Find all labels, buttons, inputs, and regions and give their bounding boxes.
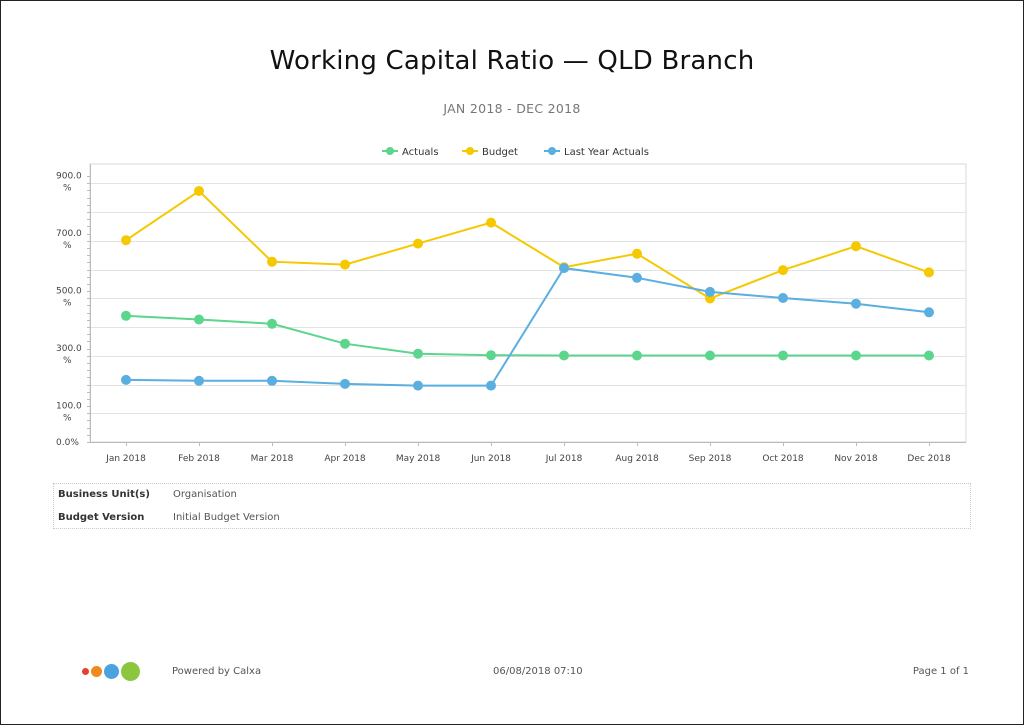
y-tick-label-unit: % xyxy=(63,241,72,251)
y-tick-label: 500.0% xyxy=(56,286,82,308)
legend-label: Last Year Actuals xyxy=(564,147,649,158)
series-point xyxy=(267,375,277,386)
legend-swatch-marker xyxy=(386,147,394,155)
series-point xyxy=(486,350,496,361)
series-point xyxy=(121,235,131,246)
info-value: Initial Budget Version xyxy=(173,512,280,523)
series-point xyxy=(778,350,788,361)
series-point xyxy=(924,307,934,318)
y-tick-label: 100.0% xyxy=(56,401,82,423)
series-point xyxy=(632,272,642,283)
series-point xyxy=(705,286,715,297)
powered-by: Powered by Calxa xyxy=(172,666,262,677)
series-line xyxy=(125,189,930,300)
y-tick-label: 0.0% xyxy=(56,438,79,448)
logo-dot-green xyxy=(121,662,140,681)
info-key: Budget Version xyxy=(58,512,145,523)
y-tick-label-value: 100.0 xyxy=(56,401,82,411)
page-number: Page 1 of 1 xyxy=(912,666,969,677)
series-point xyxy=(924,267,934,278)
x-tick-label: Feb 2018 xyxy=(178,454,220,464)
y-tick-label: 900.0% xyxy=(56,171,82,193)
series-point xyxy=(340,378,350,389)
legend-swatch-marker xyxy=(548,147,556,155)
print-timestamp: 06/08/2018 07:10 xyxy=(493,666,583,677)
x-tick-label: May 2018 xyxy=(396,454,441,464)
y-tick-label: 300.0% xyxy=(56,344,82,366)
info-key: Business Unit(s) xyxy=(58,489,150,500)
x-tick-label: Nov 2018 xyxy=(834,454,878,464)
series-point xyxy=(851,298,861,309)
series-point xyxy=(267,318,277,329)
logo-dot-blue xyxy=(104,664,119,679)
series-point xyxy=(705,350,715,361)
series-point xyxy=(340,259,350,270)
x-tick-label: Apr 2018 xyxy=(324,454,366,464)
series-point xyxy=(778,265,788,276)
series-point xyxy=(194,314,204,325)
logo-dot-red xyxy=(82,668,89,675)
y-tick-label-value: 500.0 xyxy=(56,286,82,296)
y-tick-label-unit: % xyxy=(63,356,72,366)
series-point xyxy=(194,375,204,386)
report-info-panel: Business Unit(s) Organisation Budget Ver… xyxy=(53,483,971,529)
y-tick-label-unit: % xyxy=(63,183,72,193)
series-point xyxy=(486,380,496,391)
series-point xyxy=(413,380,423,391)
series-point xyxy=(924,350,934,361)
y-tick-label-unit: % xyxy=(63,413,72,423)
x-tick-label: Aug 2018 xyxy=(615,454,659,464)
x-tick-label: Jun 2018 xyxy=(470,454,511,464)
series-point xyxy=(121,374,131,385)
legend-label: Actuals xyxy=(402,147,439,158)
series-point xyxy=(413,348,423,359)
y-tick-label-unit: % xyxy=(63,298,72,308)
x-tick-label: Jul 2018 xyxy=(545,454,583,464)
series-line xyxy=(125,314,929,357)
x-tick-label: Jan 2018 xyxy=(105,454,146,464)
y-tick-label-value: 900.0 xyxy=(56,171,82,181)
series-point xyxy=(851,241,861,252)
series-point xyxy=(559,350,569,361)
series-point xyxy=(632,248,642,259)
x-tick-label: Mar 2018 xyxy=(251,454,294,464)
y-tick-label-value: 300.0 xyxy=(56,344,82,354)
x-tick-label: Oct 2018 xyxy=(762,454,804,464)
series-point xyxy=(778,293,788,303)
info-value: Organisation xyxy=(173,489,237,500)
series-point xyxy=(194,186,204,196)
legend-label: Budget xyxy=(482,147,518,158)
series-point xyxy=(559,263,569,274)
x-tick-label: Dec 2018 xyxy=(907,454,950,464)
series-point xyxy=(486,217,496,228)
y-tick-label: 700.0% xyxy=(56,229,82,251)
x-tick-label: Sep 2018 xyxy=(689,454,732,464)
y-tick-label-value: 700.0 xyxy=(56,229,82,239)
report-title: Working Capital Ratio — QLD Branch xyxy=(269,46,755,76)
series-point xyxy=(267,256,277,267)
series-point xyxy=(340,338,350,349)
series-line xyxy=(125,267,930,387)
series-point xyxy=(121,310,131,321)
series-point xyxy=(413,238,423,249)
series-point xyxy=(632,350,642,361)
legend-swatch-marker xyxy=(466,147,474,155)
logo-dot-orange xyxy=(91,666,102,677)
series-point xyxy=(851,350,861,361)
report-subtitle: JAN 2018 - DEC 2018 xyxy=(443,101,581,116)
